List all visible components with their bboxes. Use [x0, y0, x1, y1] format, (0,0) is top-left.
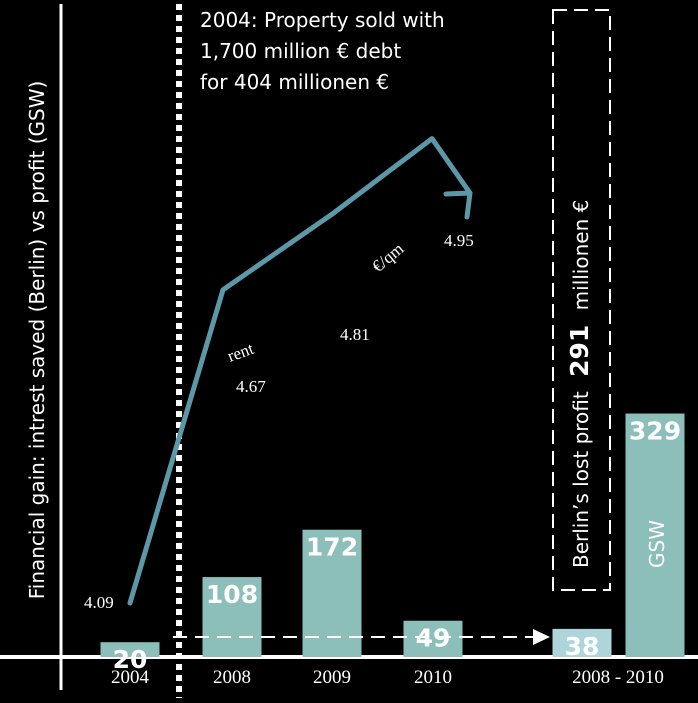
gsw-bar [625, 413, 685, 657]
annotation-line-3: for 404 millionen € [200, 70, 389, 94]
bar-value-label-3: 49 [416, 624, 451, 653]
bar-value-label-1: 108 [206, 580, 258, 609]
lost-profit-value: 291 [565, 325, 594, 377]
rent-line-group: 4.09 4.67 4.81 4.95 rent €/qm [84, 136, 474, 612]
bar-value-label-2: 172 [306, 533, 358, 562]
x-tick-3: 2010 [414, 667, 452, 688]
rent-arrow-head [443, 190, 473, 220]
transfer-arrow-head [533, 629, 550, 645]
bar-2 [302, 529, 362, 657]
bar-3 [403, 620, 463, 657]
x-tick-4: 2008 - 2010 [572, 667, 664, 688]
bars-group: 20 108 172 49 38 329 [100, 413, 685, 674]
bar-value-label-4: 38 [565, 632, 600, 661]
lost-profit-box [552, 9, 611, 591]
bar-value-label-0: 20 [113, 645, 148, 674]
annotation-line-2: 1,700 million € debt [200, 39, 401, 63]
rent-value-0: 4.09 [84, 593, 114, 612]
bar-1 [202, 577, 262, 657]
lost-profit-prefix: Berlin’s lost profit [569, 391, 593, 568]
annotation-line-1: 2004: Property sold with [200, 8, 445, 32]
y-axis-label: Financial gain: intrest saved (Berlin) v… [25, 81, 49, 600]
rent-label: rent [225, 339, 257, 366]
gsw-label: GSW [645, 520, 669, 568]
lost-profit-text: Berlin’s lost profit 291 millionen € [565, 200, 594, 568]
rent-value-3: 4.95 [444, 231, 474, 250]
rent-unit-label: €/qm [368, 239, 407, 276]
gsw-bar-value-label: 329 [629, 417, 681, 446]
lost-profit-suffix: millionen € [569, 200, 593, 311]
x-tick-0: 2004 [111, 667, 150, 688]
x-tick-1: 2008 [213, 667, 251, 688]
x-tick-2: 2009 [313, 667, 351, 688]
bar-0 [100, 642, 160, 657]
rent-line [127, 136, 473, 606]
bar-4 [552, 628, 612, 657]
rent-value-2: 4.81 [340, 325, 370, 344]
rent-value-1: 4.67 [236, 377, 266, 396]
x-tick-labels: 2004 2008 2009 2010 2008 - 2010 [111, 667, 664, 688]
